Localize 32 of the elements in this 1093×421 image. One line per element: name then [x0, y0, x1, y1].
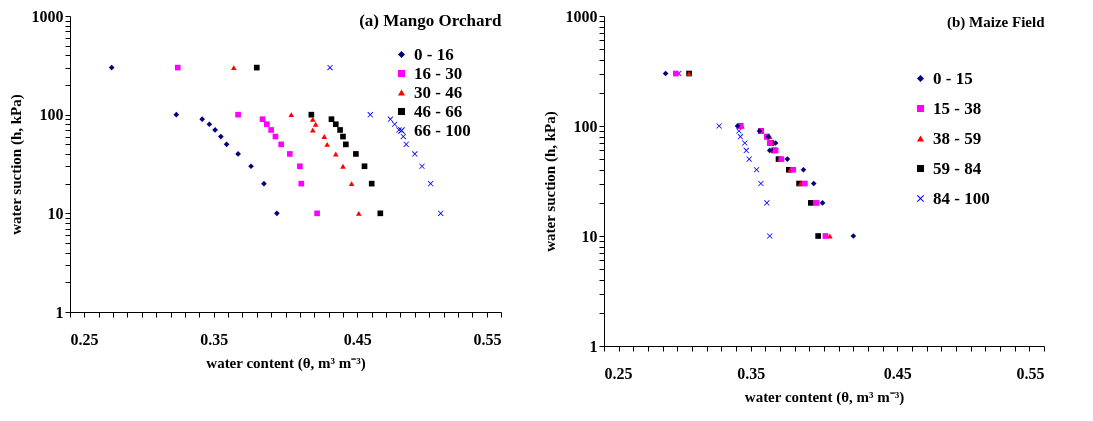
legend-label: 84 - 100 [933, 188, 990, 208]
y-tick-label: 1000 [565, 7, 598, 25]
x-tick-label: 0.55 [473, 330, 502, 348]
y-tick-label: 1000 [31, 7, 64, 25]
x-axis-title: water content (θ, m³ m⁻³) [206, 354, 366, 372]
x-tick-label: 0.45 [343, 330, 372, 348]
legend-label: 15 - 38 [933, 98, 982, 118]
legend-label: 0 - 15 [933, 68, 973, 88]
x-tick-label: 0.35 [200, 330, 229, 348]
x-tick-label: 0.25 [604, 364, 633, 382]
x-tick-label: 0.55 [1016, 364, 1045, 382]
legend-label: 66 - 100 [414, 120, 471, 140]
y-tick-label: 10 [581, 227, 598, 245]
y-tick-label: 10 [47, 204, 64, 222]
legend-label: 0 - 16 [414, 44, 454, 64]
y-tick-label: 100 [573, 117, 598, 135]
y-tick-label: 1 [589, 337, 598, 355]
y-axis-title: water suction (h, kPa) [541, 111, 559, 252]
x-tick-label: 0.35 [737, 364, 766, 382]
y-tick-label: 1 [55, 303, 64, 321]
legend-label: 46 - 66 [414, 101, 463, 121]
x-tick-label: 0.45 [883, 364, 912, 382]
y-axis-title: water suction (h, kPa) [7, 94, 25, 235]
legend-label: 59 - 84 [933, 158, 982, 178]
legend-label: 16 - 30 [414, 63, 463, 83]
chart-title: (b) Maize Field [947, 14, 1046, 31]
x-tick-label: 0.25 [70, 330, 99, 348]
x-axis-title: water content (θ, m³ m⁻³) [744, 388, 905, 406]
chart-title: (a) Mango Orchard [359, 11, 503, 30]
legend-label: 38 - 59 [933, 128, 982, 148]
y-tick-label: 100 [39, 106, 64, 124]
legend-label: 30 - 46 [414, 82, 463, 102]
